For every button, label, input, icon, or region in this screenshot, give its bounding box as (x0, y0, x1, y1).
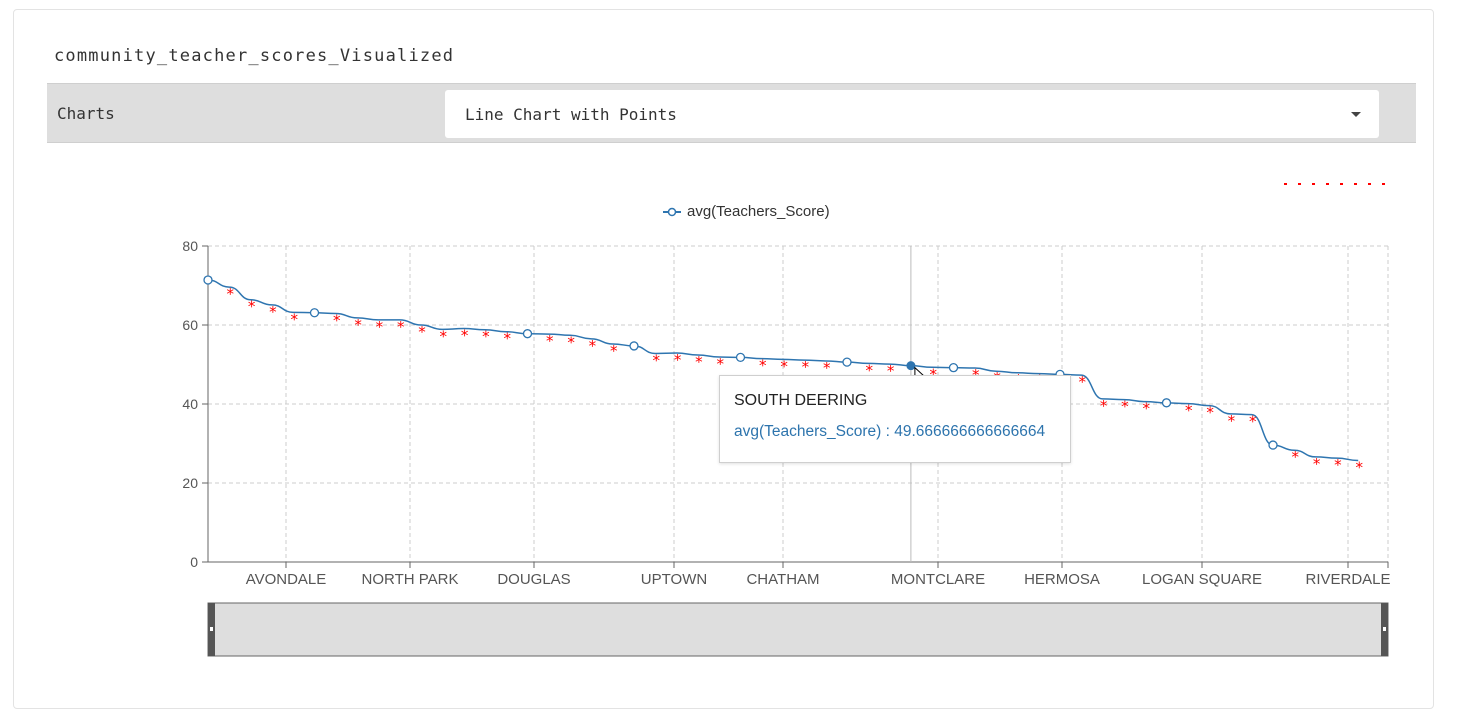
data-point: * (503, 330, 511, 348)
y-tick-label: 80 (182, 238, 198, 254)
legend-marker (667, 207, 677, 217)
data-point: * (1206, 404, 1214, 422)
decoration-dot (1312, 183, 1315, 185)
data-point: * (1185, 402, 1193, 420)
data-point: * (802, 358, 810, 376)
data-point (1268, 440, 1278, 450)
page-title: community_teacher_scores_Visualized (54, 46, 455, 66)
range-slider-track (207, 602, 1389, 657)
legend: avg(Teachers_Score) (663, 203, 830, 220)
data-point (309, 308, 320, 318)
data-point: * (1142, 400, 1150, 418)
data-point: * (674, 351, 682, 369)
y-tick-label: 20 (182, 475, 198, 491)
data-point: * (461, 327, 469, 345)
data-point: * (866, 361, 874, 379)
data-point: * (227, 285, 235, 303)
chart-card: community_teacher_scores_Visualized Char… (13, 9, 1434, 709)
decoration-dot (1340, 183, 1343, 185)
y-tick-label: 0 (190, 554, 198, 570)
data-point: * (482, 328, 490, 346)
x-tick-label: RIVERDALE (1305, 571, 1390, 588)
legend-label: avg(Teachers_Score) (687, 203, 830, 220)
data-point: * (397, 318, 405, 336)
data-point: * (610, 342, 618, 360)
data-point (842, 357, 852, 367)
data-point: * (376, 318, 384, 336)
data-point: * (759, 357, 767, 375)
x-tick-label: HERMOSA (1024, 571, 1100, 588)
data-point: * (716, 355, 724, 373)
data-point: * (929, 365, 937, 383)
grip-icon (210, 627, 213, 631)
data-point: * (1334, 456, 1342, 474)
data-point-active (906, 361, 916, 371)
x-tick-label: NORTH PARK (362, 571, 459, 588)
data-point: * (1313, 455, 1321, 473)
x-tick-label: LOGAN SQUARE (1142, 571, 1262, 588)
data-point: * (1100, 397, 1108, 415)
data-point: * (1228, 412, 1236, 430)
data-point: * (333, 312, 341, 330)
data-point: * (440, 327, 448, 345)
data-point (522, 329, 533, 339)
decoration-dot (1298, 183, 1301, 185)
data-point: * (589, 337, 597, 355)
data-point: * (780, 357, 788, 375)
data-point: * (248, 298, 256, 316)
chart-type-select[interactable]: Line Chart with Points (445, 90, 1379, 138)
decoration-dot (1284, 183, 1287, 185)
tooltip-value: avg(Teachers_Score) : 49.666666666666664 (734, 423, 1046, 440)
data-point: * (567, 333, 575, 351)
line-chart: 0 20 40 60 80 AVONDALE NORTH PARK DOUGLAS UPTOWN… (182, 183, 1391, 657)
data-point: * (695, 353, 703, 371)
data-point: * (418, 323, 426, 341)
grip-icon (1383, 627, 1386, 631)
data-point (203, 275, 213, 285)
charts-label: Charts (57, 104, 115, 123)
data-point: * (1079, 373, 1087, 391)
x-tick-label: DOUGLAS (497, 571, 570, 588)
decoration-dot (1382, 183, 1385, 185)
data-point: * (290, 310, 298, 328)
x-tick-label: MONTCLARE (891, 571, 985, 588)
data-point: * (653, 351, 661, 369)
data-point: * (1355, 458, 1363, 476)
y-tick-label: 40 (182, 396, 198, 412)
data-point: * (1249, 413, 1257, 431)
data-point: * (269, 303, 277, 321)
chart-tooltip: SOUTH DEERING avg(Teachers_Score) : 49.6… (719, 375, 1071, 463)
y-tick-label: 60 (182, 317, 198, 333)
chart-type-value: Line Chart with Points (465, 105, 677, 124)
data-point (629, 341, 639, 351)
x-tick-label: CHATHAM (746, 571, 819, 588)
chart-toolbar: Charts Line Chart with Points (47, 83, 1416, 143)
decoration-dot (1354, 183, 1357, 185)
data-point: * (546, 332, 554, 350)
data-point: * (823, 359, 831, 377)
decoration-dot (1326, 183, 1329, 185)
range-slider (207, 602, 1389, 657)
x-tick-label: UPTOWN (641, 571, 707, 588)
data-point (948, 363, 959, 373)
x-tick-label: AVONDALE (246, 571, 327, 588)
tooltip-title: SOUTH DEERING (734, 392, 868, 409)
data-point (735, 352, 746, 363)
data-point: * (354, 316, 362, 334)
data-point: * (887, 362, 895, 380)
data-point: * (1121, 398, 1129, 416)
chevron-down-icon[interactable] (1351, 112, 1361, 117)
data-point (1161, 398, 1172, 408)
decoration-dot (1368, 183, 1371, 185)
data-point: * (1292, 448, 1300, 466)
